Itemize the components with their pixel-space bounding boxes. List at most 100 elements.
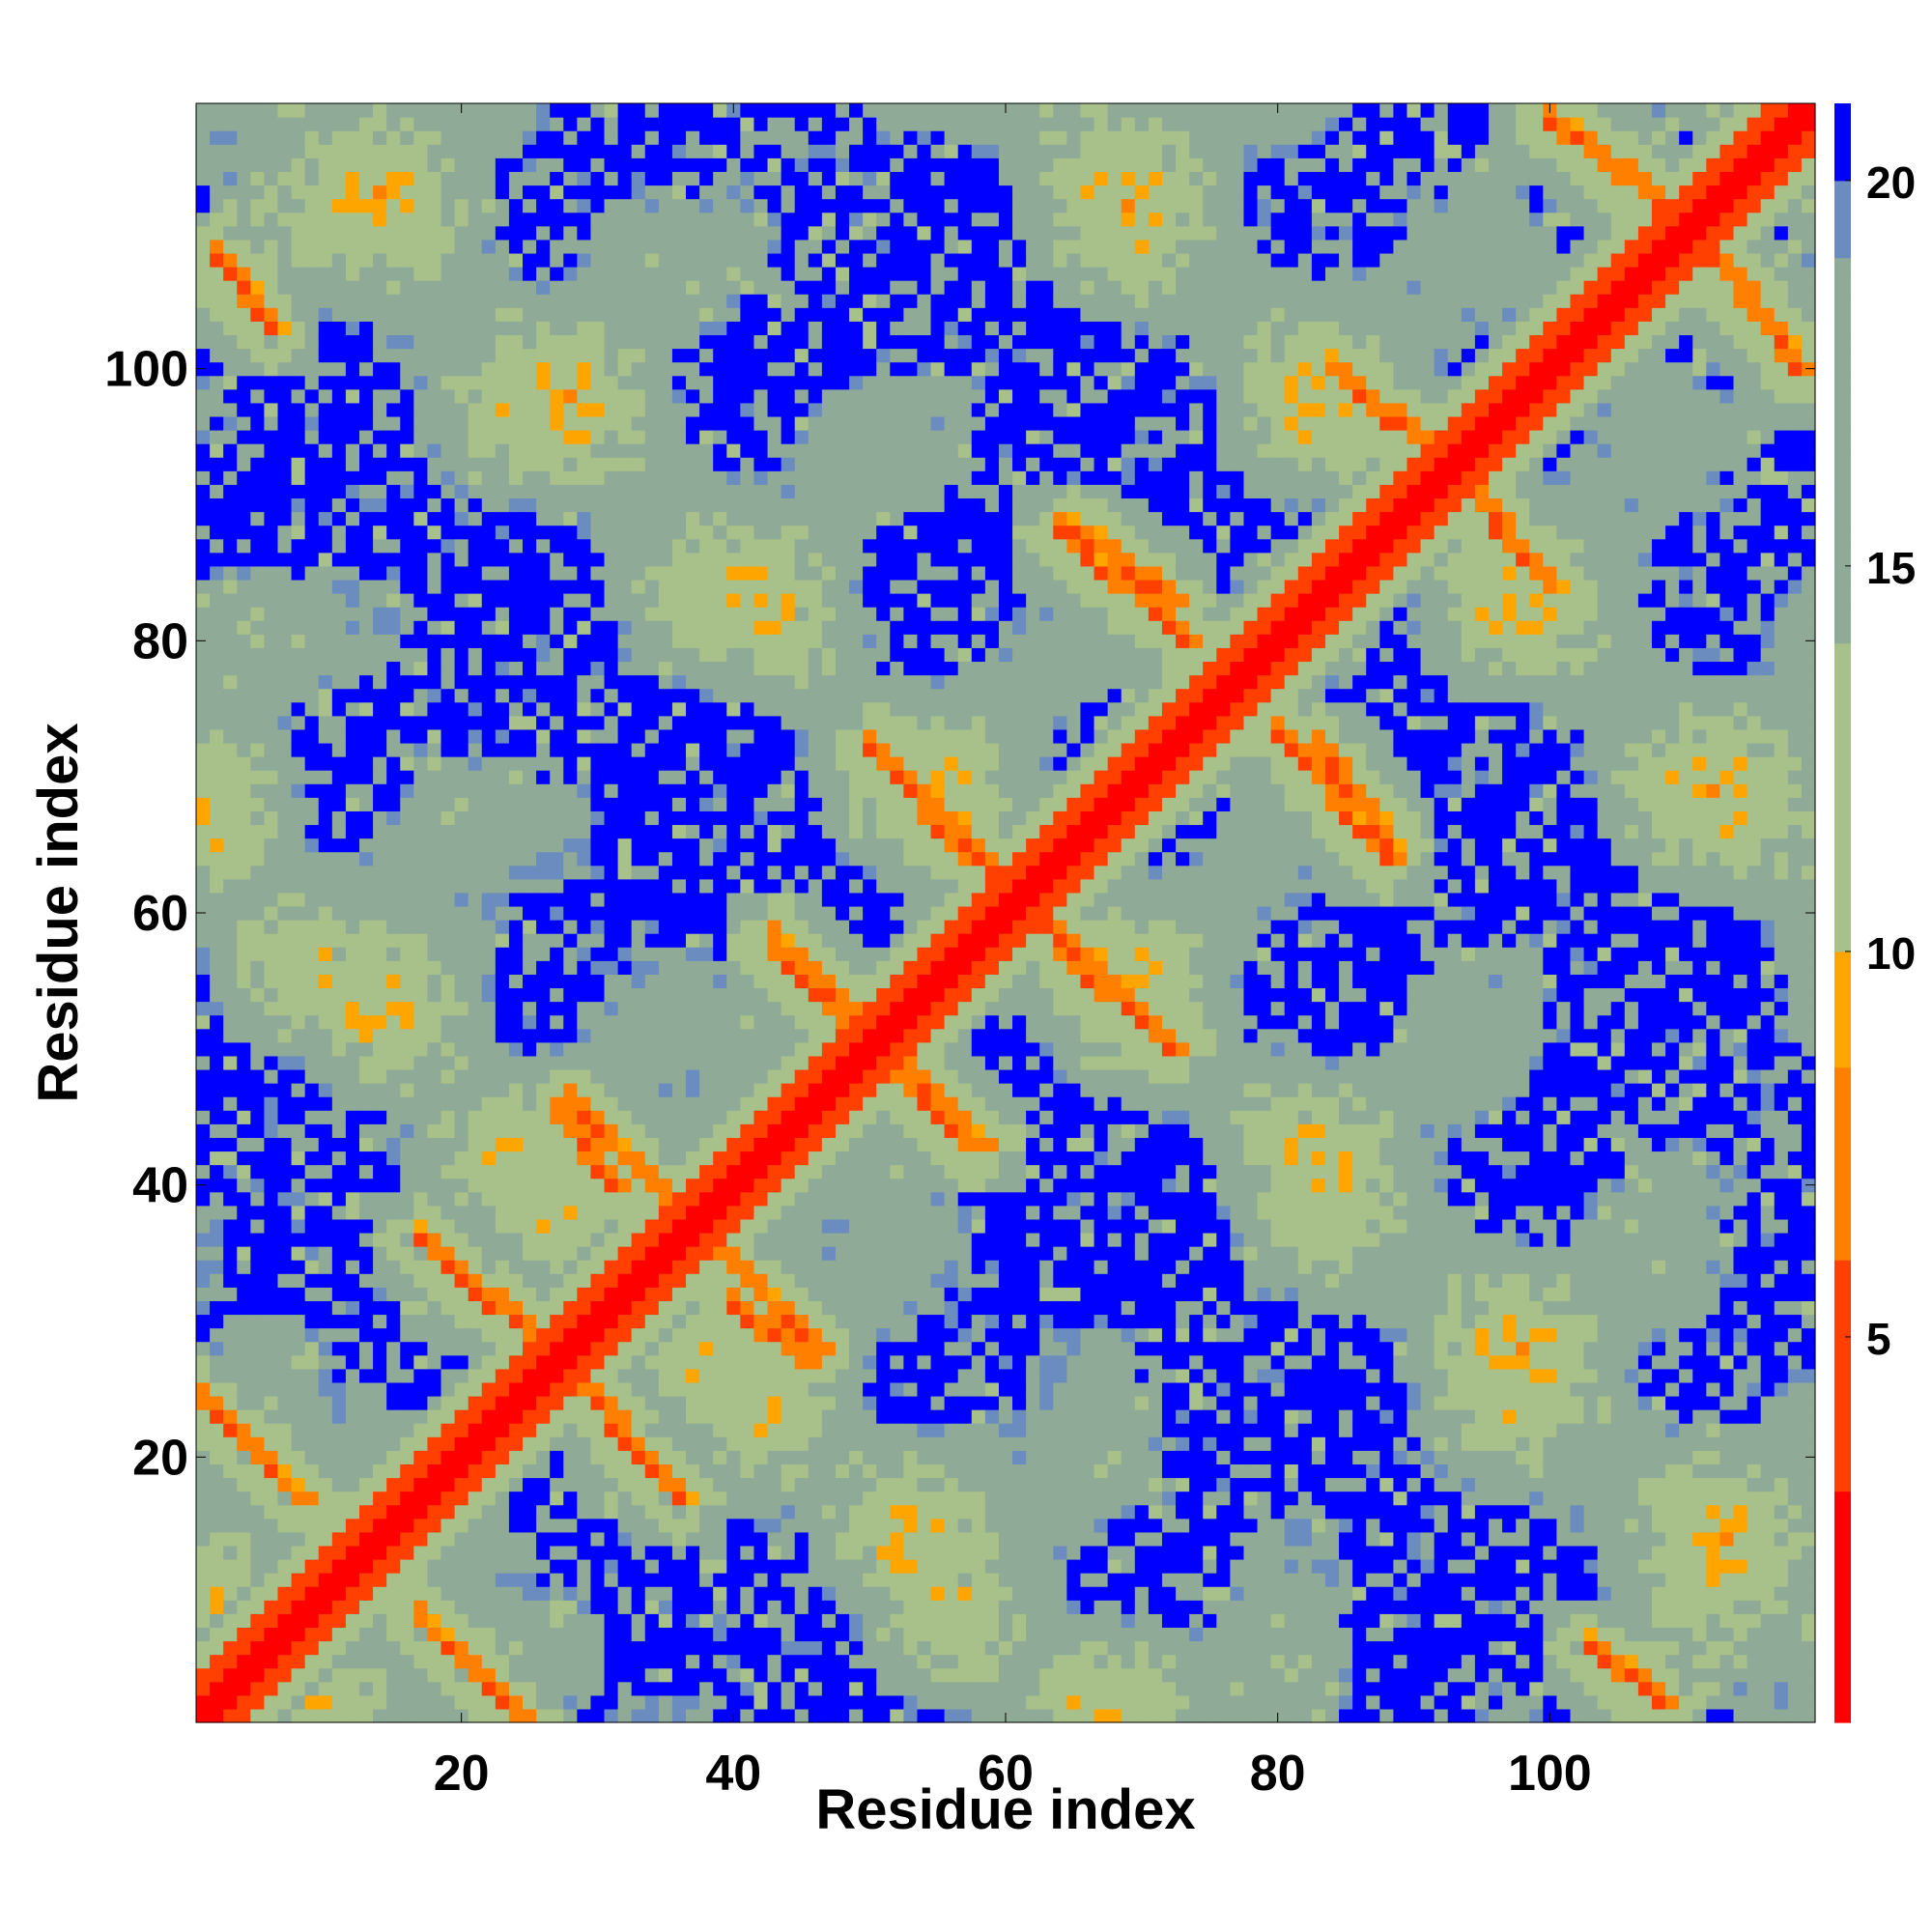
heatmap-cell: [413, 1450, 429, 1464]
heatmap-cell: [304, 225, 320, 241]
heatmap-cell: [454, 1341, 469, 1356]
heatmap-cell: [345, 565, 360, 581]
heatmap-cell: [671, 620, 687, 635]
heatmap-cell: [196, 1341, 211, 1356]
heatmap-cell: [210, 1600, 224, 1614]
heatmap-cell: [536, 1096, 551, 1111]
heatmap-cell: [495, 1491, 510, 1506]
heatmap-cell: [590, 1573, 606, 1587]
heatmap-cell: [481, 1232, 497, 1247]
heatmap-cell: [440, 905, 456, 921]
heatmap-cell: [468, 252, 483, 268]
heatmap-cell: [686, 144, 700, 158]
heatmap-cell: [345, 130, 360, 145]
heatmap-cell: [481, 661, 497, 676]
heatmap-cell: [291, 920, 306, 934]
heatmap-cell: [481, 593, 497, 608]
heatmap-cell: [577, 1110, 592, 1124]
heatmap-cell: [427, 701, 442, 717]
heatmap-cell: [508, 1096, 524, 1111]
heatmap-cell: [590, 348, 606, 363]
heatmap-cell: [481, 1273, 497, 1288]
heatmap-cell: [413, 701, 429, 717]
heatmap-cell: [345, 1368, 360, 1383]
heatmap-cell: [604, 1096, 619, 1111]
heatmap-cell: [536, 538, 551, 554]
heatmap-cell: [400, 947, 414, 961]
heatmap-cell: [713, 1014, 727, 1030]
heatmap-cell: [617, 1246, 633, 1261]
heatmap-cell: [277, 294, 293, 308]
heatmap-cell: [753, 1681, 769, 1696]
heatmap-cell: [373, 1667, 387, 1683]
heatmap-cell: [523, 1260, 537, 1274]
heatmap-cell: [536, 1586, 551, 1601]
heatmap-cell: [331, 1681, 347, 1696]
heatmap-cell: [604, 1001, 619, 1016]
heatmap-cell: [550, 1096, 564, 1111]
heatmap-cell: [740, 484, 755, 499]
heatmap-cell: [550, 1640, 564, 1656]
heatmap-cell: [237, 1246, 251, 1261]
heatmap-cell: [454, 415, 469, 431]
heatmap-cell: [400, 674, 414, 690]
heatmap-cell: [304, 1096, 320, 1111]
heatmap-cell: [481, 1654, 497, 1669]
heatmap-cell: [250, 1300, 266, 1316]
heatmap-cell: [373, 1205, 387, 1220]
heatmap-cell: [277, 579, 293, 594]
heatmap-cell: [400, 402, 414, 417]
heatmap-cell: [495, 1654, 510, 1669]
heatmap-cell: [523, 348, 537, 363]
heatmap-cell: [495, 307, 510, 322]
heatmap-cell: [345, 892, 360, 907]
heatmap-cell: [713, 1381, 727, 1397]
heatmap-cell: [577, 1545, 592, 1560]
heatmap-cell: [373, 1627, 387, 1642]
heatmap-cell: [277, 593, 293, 608]
heatmap-cell: [196, 1423, 211, 1437]
heatmap-cell: [454, 1504, 469, 1520]
heatmap-cell: [671, 103, 687, 118]
heatmap-cell: [345, 348, 360, 363]
heatmap-cell: [210, 1450, 224, 1464]
heatmap-cell: [440, 1191, 456, 1207]
heatmap-cell: [644, 525, 660, 540]
heatmap-cell: [658, 1450, 673, 1464]
heatmap-cell: [577, 1055, 592, 1070]
heatmap-cell: [726, 1627, 741, 1642]
heatmap-cell: [713, 1068, 727, 1084]
heatmap-cell: [345, 267, 360, 281]
heatmap-cell: [617, 865, 633, 880]
heatmap-cell: [359, 647, 374, 663]
heatmap-cell: [604, 1191, 619, 1207]
heatmap-cell: [590, 280, 606, 295]
heatmap-cell: [223, 1260, 238, 1274]
heatmap-cell: [604, 933, 619, 948]
heatmap-cell: [536, 185, 551, 200]
heatmap-cell: [237, 1232, 251, 1247]
heatmap-cell: [508, 1558, 524, 1574]
heatmap-cell: [468, 1260, 483, 1274]
heatmap-cell: [577, 1586, 592, 1601]
heatmap-cell: [563, 307, 578, 322]
heatmap-cell: [400, 1001, 414, 1016]
heatmap-cell: [658, 1164, 673, 1179]
heatmap-cell: [495, 1436, 510, 1451]
heatmap-cell: [250, 1260, 266, 1274]
heatmap-cell: [563, 1014, 578, 1030]
heatmap-cell: [196, 565, 211, 581]
heatmap-cell: [291, 1573, 306, 1587]
heatmap-cell: [468, 756, 483, 771]
heatmap-cell: [753, 511, 769, 526]
heatmap-cell: [508, 1164, 524, 1179]
heatmap-cell: [713, 157, 727, 173]
heatmap-cell: [577, 960, 592, 975]
heatmap-cell: [359, 810, 374, 826]
heatmap-cell: [454, 607, 469, 621]
heatmap-cell: [413, 728, 429, 744]
heatmap-cell: [508, 1083, 524, 1097]
heatmap-cell: [468, 1681, 483, 1696]
heatmap-cell: [386, 1627, 401, 1642]
heatmap-cell: [590, 1409, 606, 1424]
